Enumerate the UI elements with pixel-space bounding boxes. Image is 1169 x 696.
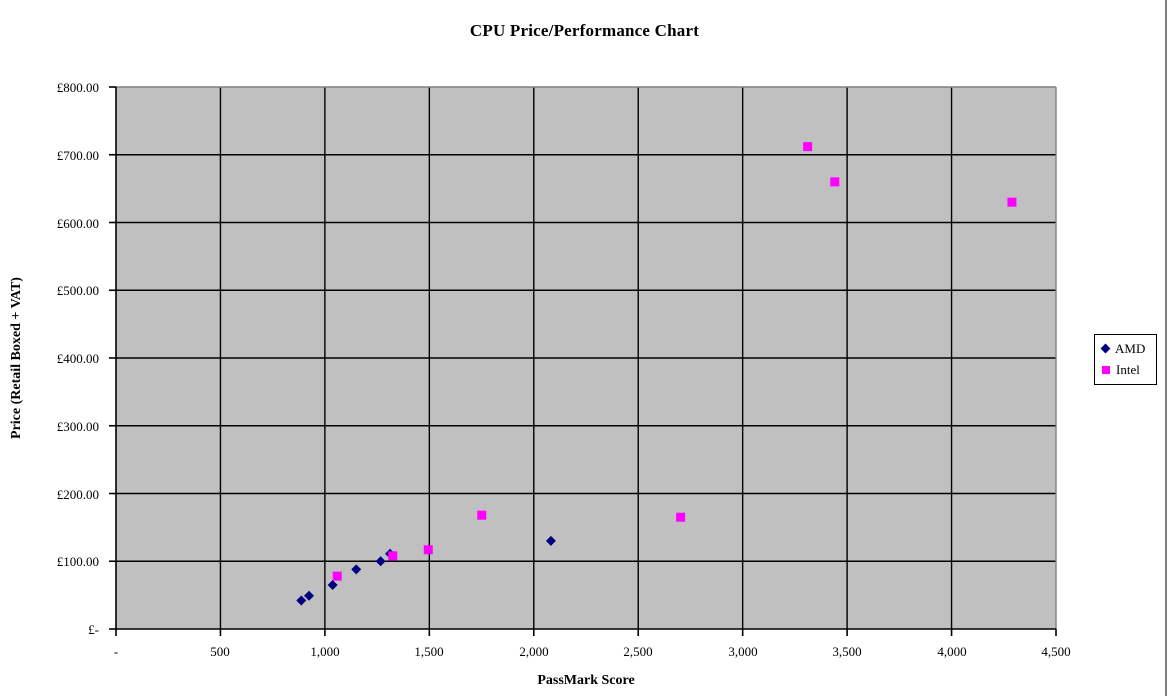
intel-data-point: [477, 510, 487, 520]
legend-label-amd: AMD: [1115, 340, 1146, 356]
intel-square-icon: [1102, 366, 1110, 375]
legend-item-intel: Intel: [1102, 362, 1156, 378]
intel-data-point: [423, 545, 433, 555]
x-tick-label: 3,000: [728, 644, 758, 659]
x-tick-label: 1,500: [414, 644, 444, 659]
y-tick-label: £-: [88, 622, 99, 637]
intel-data-point: [803, 142, 813, 152]
amd-data-point: [296, 595, 307, 606]
y-tick-label: £700.00: [56, 148, 99, 163]
intel-data-point: [676, 512, 686, 522]
x-tick-label: 4,000: [937, 644, 967, 659]
amd-data-point: [545, 535, 556, 546]
y-tick-label: £300.00: [56, 419, 99, 434]
y-tick-label: £500.00: [56, 283, 99, 298]
window-right-border: [1165, 0, 1167, 696]
x-tick-label: 2,000: [519, 644, 549, 659]
intel-data-point: [1007, 197, 1017, 207]
x-axis-title: PassMark Score: [537, 673, 635, 688]
legend-label-intel: Intel: [1116, 362, 1140, 378]
amd-data-point: [327, 579, 338, 590]
x-tick-label: -: [113, 644, 119, 659]
legend-item-amd: AMD: [1100, 340, 1156, 357]
intel-data-point: [332, 571, 342, 581]
intel-data-point: [830, 177, 840, 187]
x-tick-label: 2,500: [623, 644, 653, 659]
legend: AMD Intel: [1094, 334, 1157, 385]
x-tick-label: 4,500: [1041, 644, 1071, 659]
x-tick-label: 500: [210, 644, 230, 659]
y-tick-label: £800.00: [56, 80, 99, 95]
chart-title: CPU Price/Performance Chart: [469, 21, 700, 40]
amd-data-point: [375, 556, 386, 567]
x-tick-label: 1,000: [310, 644, 340, 659]
x-tick-label: 3,500: [832, 644, 862, 659]
y-tick-label: £200.00: [56, 487, 99, 502]
y-tick-label: £100.00: [56, 554, 99, 569]
amd-data-point: [304, 590, 315, 601]
y-tick-label: £600.00: [56, 216, 99, 231]
y-tick-label: £400.00: [56, 351, 99, 366]
intel-data-point: [388, 551, 398, 561]
amd-data-point: [351, 564, 362, 575]
amd-diamond-icon: [1100, 343, 1111, 354]
